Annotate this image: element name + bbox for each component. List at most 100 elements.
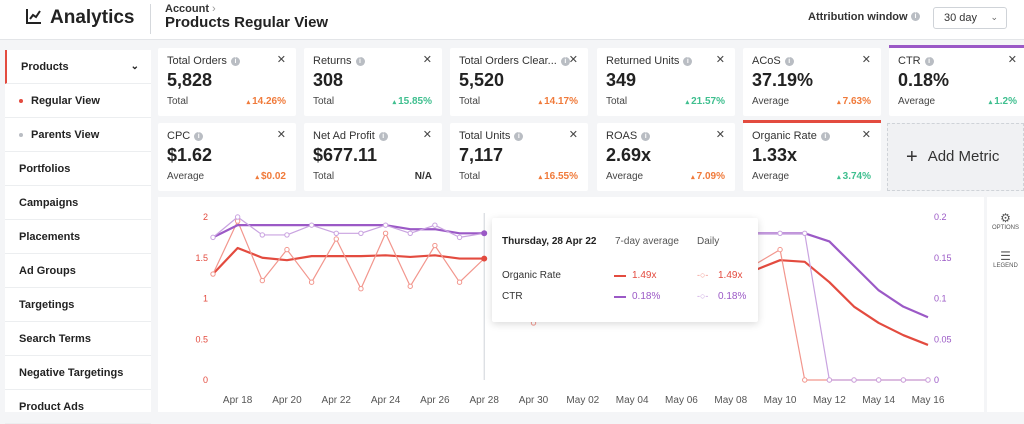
data-point <box>234 214 241 220</box>
sidebar-item-regular-view[interactable]: Regular View <box>5 84 151 118</box>
metric-change: ▴ 16.55% <box>539 171 578 182</box>
sidebar-item-ad-groups[interactable]: Ad Groups <box>5 254 151 288</box>
sidebar-item-portfolios[interactable]: Portfolios <box>5 152 151 186</box>
metric-card[interactable]: CPC i ✕ $1.62 Average ▴ $0.02 <box>158 123 296 191</box>
metric-card[interactable]: ROAS i ✕ 2.69x Average ▴ 7.09% <box>597 123 735 191</box>
arrow-up-icon: ▴ <box>837 174 843 181</box>
data-point <box>802 377 808 383</box>
metric-change: ▴ 7.63% <box>837 96 871 107</box>
close-icon[interactable]: ✕ <box>861 54 871 66</box>
info-icon[interactable]: i <box>924 57 934 66</box>
sidebar-item-targetings[interactable]: Targetings <box>5 288 151 322</box>
x-tick-label: May 10 <box>764 395 797 406</box>
x-tick-label: May 02 <box>566 395 599 406</box>
metric-change-value: 1.2% <box>994 96 1017 107</box>
metric-card[interactable]: Returns i ✕ 308 Total ▴ 15.85% <box>304 48 442 116</box>
attribution-window-select[interactable]: 30 day ⌄ <box>933 7 1007 29</box>
x-tick-label: Apr 22 <box>322 395 352 406</box>
metric-aggregation: Average <box>752 96 790 107</box>
x-tick-label: Apr 28 <box>469 395 499 406</box>
info-icon[interactable]: i <box>194 132 204 141</box>
metric-change-value: N/A <box>414 171 432 182</box>
info-icon[interactable]: i <box>230 57 240 66</box>
metric-card[interactable]: Returned Units i ✕ 349 Total ▴ 21.57% <box>597 48 735 116</box>
logo[interactable]: Analytics <box>26 7 134 29</box>
data-point <box>432 222 438 228</box>
metric-aggregation: Average <box>898 96 936 107</box>
sidebar-item-placements[interactable]: Placements <box>5 220 151 254</box>
close-icon[interactable]: ✕ <box>715 129 725 141</box>
close-icon[interactable]: ✕ <box>276 54 286 66</box>
y-left-tick-label: 0 <box>203 375 208 385</box>
info-icon[interactable]: i <box>820 132 830 141</box>
metric-change-value: 14.26% <box>252 96 286 107</box>
legend-button[interactable]: ☰ LEGEND <box>987 249 1024 269</box>
add-metric-button[interactable]: + Add Metric <box>887 123 1024 191</box>
close-icon[interactable]: ✕ <box>861 129 871 141</box>
metric-name: Organic Rate i <box>752 130 830 142</box>
close-icon[interactable]: ✕ <box>276 129 286 141</box>
data-point <box>456 234 463 241</box>
close-icon[interactable]: ✕ <box>422 54 432 66</box>
sidebar-item-search-terms[interactable]: Search Terms <box>5 322 151 356</box>
metric-change-value: 7.63% <box>842 96 871 107</box>
info-icon[interactable]: i <box>784 57 794 66</box>
info-icon[interactable]: i <box>641 132 651 141</box>
metric-card[interactable]: Net Ad Profit i ✕ $677.11 Total N/A <box>304 123 442 191</box>
metric-card[interactable]: CTR i ✕ 0.18% Average ▴ 1.2% <box>889 45 1024 116</box>
metric-card[interactable]: ACoS i ✕ 37.19% Average ▴ 7.63% <box>743 48 881 116</box>
metric-card[interactable]: Total Orders Clear... i ✕ 5,520 Total ▴ 14.17… <box>450 48 588 116</box>
series-line <box>212 216 485 238</box>
x-tick-label: Apr 26 <box>420 395 450 406</box>
analytics-chart-icon <box>26 8 42 29</box>
metric-card[interactable]: Total Orders i ✕ 5,828 Total ▴ 14.26% <box>158 48 296 116</box>
series-line <box>212 246 485 275</box>
metric-aggregation: Total <box>313 96 335 107</box>
metric-value: 5,828 <box>167 70 213 90</box>
close-icon[interactable]: ✕ <box>568 129 578 141</box>
data-point <box>382 222 389 228</box>
metric-name: Returns i <box>313 55 365 67</box>
info-icon[interactable]: i <box>355 57 365 66</box>
add-metric-label: Add Metric <box>927 148 1000 165</box>
data-point <box>900 377 907 383</box>
info-icon[interactable]: i <box>683 57 693 66</box>
metric-change-value: 7.09% <box>696 171 725 182</box>
sidebar-item-label: Placements <box>19 231 81 243</box>
info-icon[interactable]: i <box>560 57 570 66</box>
y-left-tick-label: 1.5 <box>195 253 208 263</box>
sidebar-item-products[interactable]: Products ⌄ <box>5 50 151 84</box>
data-point <box>456 279 463 285</box>
tooltip-row-daily: 1.49x <box>718 270 743 281</box>
close-icon[interactable]: ✕ <box>568 54 578 66</box>
info-icon[interactable]: i <box>911 12 920 21</box>
sidebar-item-label: Regular View <box>31 95 100 107</box>
trend-chart[interactable]: 0 0.5 1 1.5 2 0 0.05 0.1 0.15 0.2 Apr 18 Apr 20 Apr … <box>158 197 984 412</box>
data-point <box>284 246 290 253</box>
arrow-up-icon: ▴ <box>246 99 253 106</box>
breadcrumb[interactable]: Account › <box>165 3 216 15</box>
metric-name: CPC i <box>167 130 204 142</box>
y-right-tick-label: 0.2 <box>934 212 947 222</box>
sidebar-item-product-ads[interactable]: Product Ads <box>5 390 151 424</box>
info-icon[interactable]: i <box>378 132 388 141</box>
sidebar-item-negative-targetings[interactable]: Negative Targetings <box>5 356 151 390</box>
close-icon[interactable]: ✕ <box>422 129 432 141</box>
options-button[interactable]: ⚙ OPTIONS <box>987 211 1024 231</box>
metric-card[interactable]: Organic Rate i ✕ 1.33x Average ▴ 3.74% <box>743 120 881 191</box>
data-point <box>925 377 931 383</box>
metric-card[interactable]: Total Units i ✕ 7,117 Total ▴ 16.55% <box>450 123 588 191</box>
sidebar-item-parents-view[interactable]: Parents View <box>5 118 151 152</box>
data-point <box>308 222 315 228</box>
metric-aggregation: Total <box>459 171 481 182</box>
metric-name: ACoS i <box>752 55 794 67</box>
sidebar-item-campaigns[interactable]: Campaigns <box>5 186 151 220</box>
metric-aggregation: Total <box>167 96 189 107</box>
close-icon[interactable]: ✕ <box>715 54 725 66</box>
selected-indicator <box>889 45 1024 48</box>
data-point <box>333 230 339 236</box>
breadcrumb-account[interactable]: Account <box>165 3 209 15</box>
info-icon[interactable]: i <box>514 132 524 141</box>
metric-change: ▴ 14.26% <box>247 96 286 107</box>
close-icon[interactable]: ✕ <box>1007 54 1017 66</box>
